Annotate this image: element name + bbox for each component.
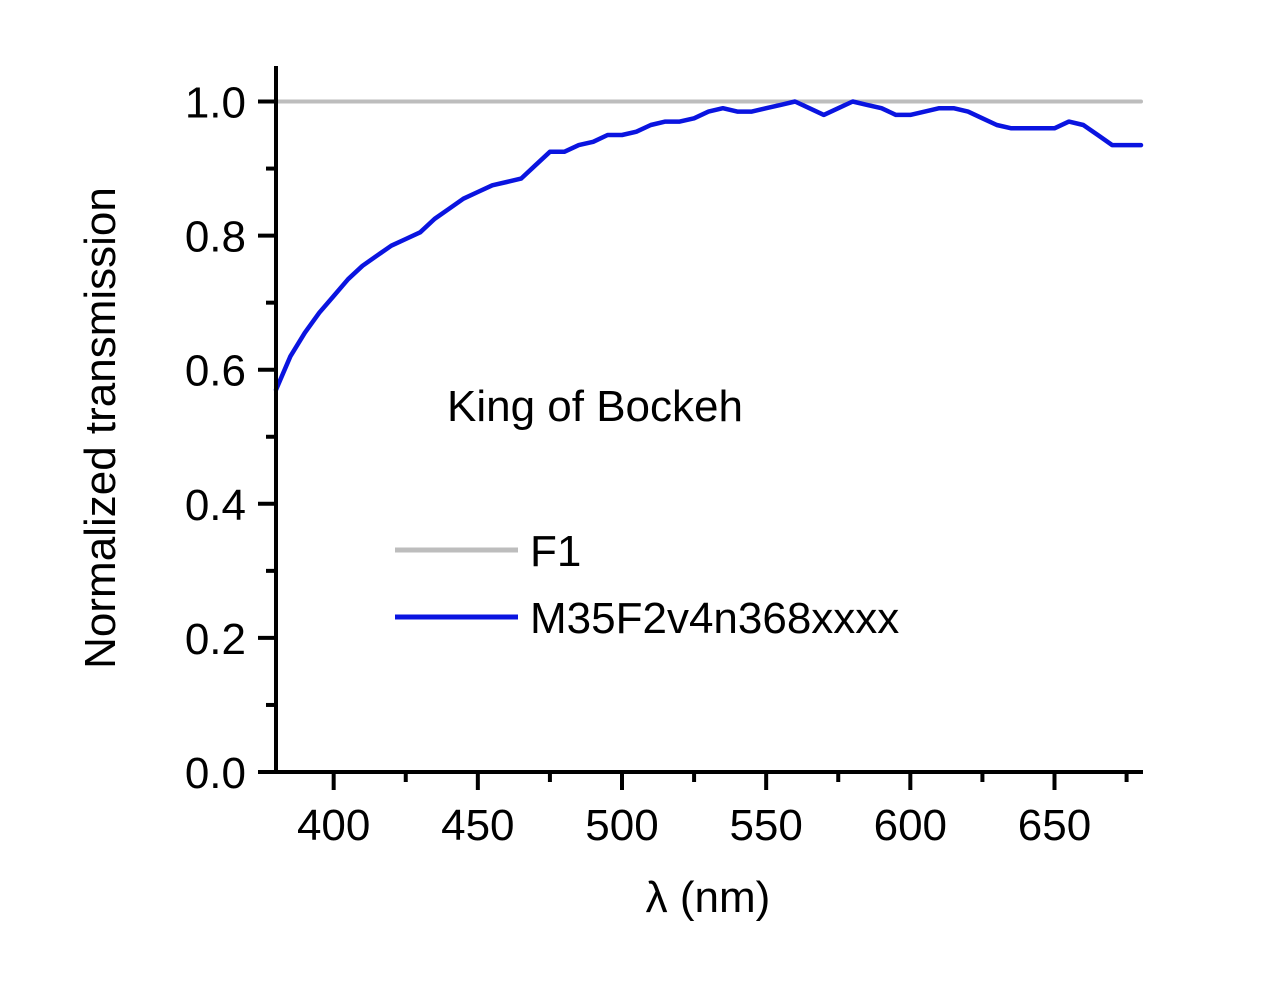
x-tick-label: 500 <box>585 801 658 850</box>
x-tick-label: 600 <box>874 801 947 850</box>
y-axis-title: Normalized transmission <box>76 187 125 669</box>
legend-label-f1: F1 <box>530 527 581 576</box>
y-ticks: 0.0 0.2 0.4 0.6 0.8 1.0 <box>185 79 276 798</box>
x-axis-title: λ (nm) <box>646 873 771 922</box>
y-tick-label: 1.0 <box>185 79 246 128</box>
legend: F1 M35F2v4n368xxxx <box>395 527 899 643</box>
x-tick-label: 400 <box>297 801 370 850</box>
y-tick-label: 0.8 <box>185 213 246 262</box>
series-line-1 <box>273 99 1144 393</box>
y-tick-label: 0.6 <box>185 347 246 396</box>
x-tick-label: 450 <box>441 801 514 850</box>
x-tick-label: 550 <box>729 801 802 850</box>
plot-area: 0.0 0.2 0.4 0.6 0.8 1.0 400 450 500 550 600 650 <box>185 66 1144 850</box>
annotation-label: King of Bockeh <box>447 382 743 431</box>
y-tick-label: 0.2 <box>185 615 246 664</box>
x-ticks: 400 450 500 550 600 650 <box>297 772 1129 850</box>
y-tick-label: 0.0 <box>185 749 246 798</box>
legend-label-m35: M35F2v4n368xxxx <box>530 594 899 643</box>
y-tick-label: 0.4 <box>185 481 246 530</box>
series-layer <box>273 99 1144 393</box>
x-tick-label: 650 <box>1018 801 1091 850</box>
